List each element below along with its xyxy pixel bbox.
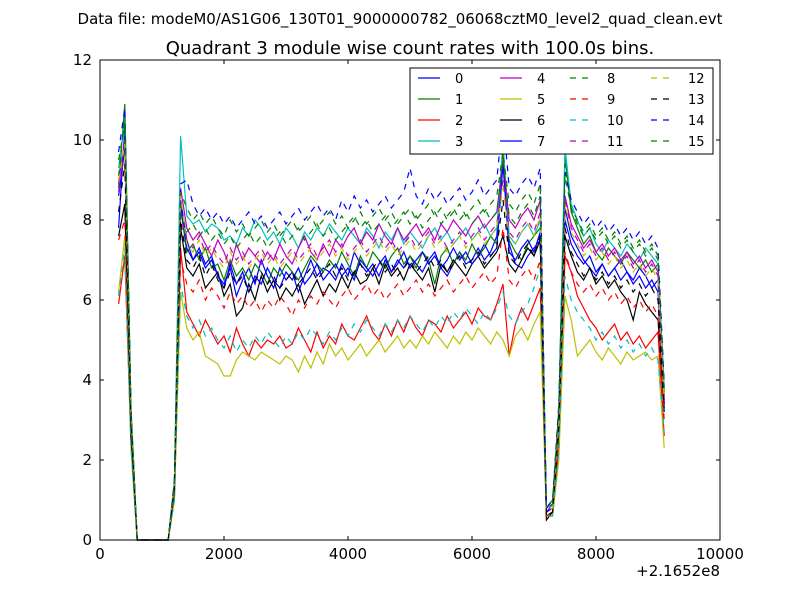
x-tick-label: 0 <box>95 545 105 563</box>
series-line-3 <box>118 119 665 541</box>
x-tick-label: 10000 <box>696 545 744 563</box>
legend-label-6: 6 <box>537 114 545 129</box>
series-line-8 <box>118 115 665 541</box>
legend-frame <box>409 67 714 155</box>
series-line-13 <box>118 163 665 541</box>
x-tick-label: 2000 <box>205 545 243 563</box>
series-line-5 <box>118 235 665 541</box>
x-axis-offset-label: +2.1652e8 <box>636 562 720 580</box>
y-tick-label: 6 <box>82 291 92 309</box>
legend-label-5: 5 <box>537 93 545 108</box>
x-tick-label: 6000 <box>453 545 491 563</box>
data-file-caption: Data file: modeM0/AS1G06_130T01_90000007… <box>78 10 723 29</box>
series-line-4 <box>118 139 665 541</box>
x-tick-label: 8000 <box>577 545 615 563</box>
legend-label-2: 2 <box>455 114 463 129</box>
legend-label-13: 13 <box>688 93 705 108</box>
series-line-11 <box>118 151 665 541</box>
series-line-9 <box>118 219 665 541</box>
legend-label-15: 15 <box>688 135 705 150</box>
x-tick-label: 4000 <box>329 545 367 563</box>
series-line-2 <box>118 247 665 541</box>
series-line-14 <box>118 107 665 541</box>
series-line-12 <box>118 143 665 541</box>
y-tick-label: 4 <box>82 371 92 389</box>
legend-label-11: 11 <box>607 135 624 150</box>
legend-label-8: 8 <box>607 72 615 87</box>
x-axis: 0 2000 4000 6000 8000 10000 <box>95 60 744 563</box>
legend-label-0: 0 <box>455 72 463 87</box>
legend-label-14: 14 <box>688 114 705 129</box>
legend-label-10: 10 <box>607 114 624 129</box>
series-line-15 <box>118 123 665 541</box>
plot-series-group <box>118 103 665 541</box>
legend-label-9: 9 <box>607 93 615 108</box>
legend-label-3: 3 <box>455 135 463 150</box>
legend-label-7: 7 <box>537 135 545 150</box>
legend-label-4: 4 <box>537 72 545 87</box>
series-line-10 <box>118 247 665 541</box>
series-line-7 <box>118 147 665 541</box>
y-tick-label: 8 <box>82 211 92 229</box>
chart-title: Quadrant 3 module wise count rates with … <box>166 38 655 59</box>
series-line-1 <box>118 103 665 541</box>
legend-label-12: 12 <box>688 72 705 87</box>
legend-label-1: 1 <box>455 93 463 108</box>
y-tick-label: 2 <box>82 451 92 469</box>
series-line-6 <box>118 203 665 541</box>
y-tick-label: 0 <box>82 531 92 549</box>
y-tick-label: 10 <box>73 131 92 149</box>
y-tick-label: 12 <box>73 51 92 69</box>
